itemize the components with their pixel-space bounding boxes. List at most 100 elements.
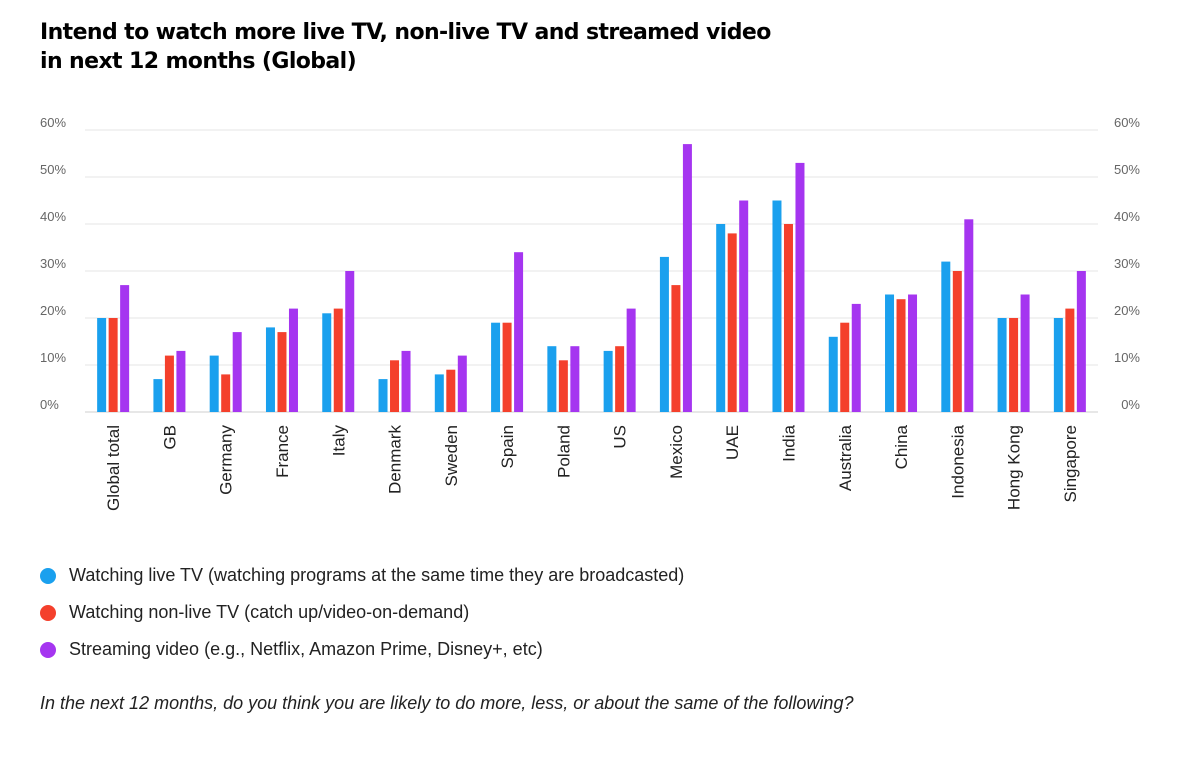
legend-swatch-streaming [40, 641, 56, 658]
y-tick-label-right: 50% [1114, 162, 1140, 177]
bar-non-live-tv [502, 322, 512, 412]
bar-non-live-tv [164, 355, 174, 412]
x-category-label: Poland [554, 425, 573, 478]
x-category-label: GB [160, 425, 179, 450]
legend-item-streaming: Streaming video (e.g., Netflix, Amazon P… [40, 636, 684, 663]
x-category-label: India [779, 424, 798, 461]
bar-streaming [232, 332, 242, 412]
y-tick-label-right: 60% [1114, 115, 1140, 130]
y-tick-label-right: 30% [1114, 256, 1140, 271]
bar-live-tv [941, 261, 951, 412]
bar-non-live-tv [615, 346, 625, 412]
bar-streaming [795, 162, 805, 412]
y-tick-label-left: 0% [40, 397, 59, 412]
bar-streaming [682, 144, 692, 412]
x-category-label: UAE [723, 425, 742, 460]
legend-label-non-live-tv: Watching non-live TV (catch up/video-on-… [69, 602, 470, 622]
bar-non-live-tv [558, 360, 568, 412]
x-category-label: Germany [217, 425, 236, 495]
x-category-label: Singapore [1061, 425, 1080, 503]
y-tick-label-right: 10% [1114, 350, 1140, 365]
legend-label-live-tv: Watching live TV (watching programs at t… [69, 565, 685, 585]
bar-streaming [401, 350, 411, 412]
bar-live-tv [322, 313, 332, 412]
bar-streaming [514, 252, 524, 412]
bar-live-tv [209, 355, 219, 412]
bar-live-tv [885, 294, 895, 412]
bar-streaming [964, 219, 974, 412]
bar-non-live-tv [783, 224, 793, 412]
bar-non-live-tv [1009, 318, 1019, 412]
x-category-label: Spain [498, 425, 517, 468]
legend-item-non-live-tv: Watching non-live TV (catch up/video-on-… [40, 599, 684, 626]
bar-streaming [345, 271, 355, 412]
bar-live-tv [97, 318, 107, 412]
bar-non-live-tv [277, 332, 287, 412]
bar-live-tv [1053, 318, 1063, 412]
y-tick-label-left: 60% [40, 115, 66, 130]
legend: Watching live TV (watching programs at t… [40, 562, 684, 673]
y-tick-label-left: 30% [40, 256, 66, 271]
x-category-label: Global total [104, 425, 123, 511]
bar-non-live-tv [840, 322, 850, 412]
bar-live-tv [434, 374, 444, 412]
x-category-label: Australia [836, 424, 855, 491]
bar-live-tv [716, 224, 726, 412]
y-tick-label-left: 40% [40, 209, 66, 224]
survey-question-note: In the next 12 months, do you think you … [40, 693, 854, 713]
x-category-label: Sweden [442, 425, 461, 486]
y-tick-label-left: 10% [40, 350, 66, 365]
bar-live-tv [491, 322, 501, 412]
bar-streaming [1020, 294, 1030, 412]
x-category-label: Indonesia [948, 424, 967, 498]
bar-streaming [176, 350, 186, 412]
bar-non-live-tv [221, 374, 231, 412]
bar-non-live-tv [671, 285, 681, 412]
bar-streaming [288, 308, 298, 412]
bar-streaming [739, 200, 749, 412]
bar-non-live-tv [896, 299, 906, 412]
bar-non-live-tv [1065, 308, 1075, 412]
bar-live-tv [659, 256, 669, 412]
legend-label-streaming: Streaming video (e.g., Netflix, Amazon P… [69, 639, 543, 659]
y-tick-label-left: 20% [40, 303, 66, 318]
bar-non-live-tv [446, 369, 456, 412]
bar-streaming [1076, 271, 1086, 412]
bar-streaming [626, 308, 636, 412]
y-tick-label-right: 40% [1114, 209, 1140, 224]
bar-non-live-tv [727, 233, 737, 412]
bar-live-tv [997, 318, 1007, 412]
bar-live-tv [153, 379, 163, 412]
bar-non-live-tv [108, 318, 118, 412]
bar-live-tv [603, 350, 613, 412]
bar-non-live-tv [333, 308, 343, 412]
bar-chart: 0% 0% 10% 10% 20% 20% 30% 30% 40% 40% 50% 50% 60% 60%… [40, 115, 1140, 511]
bar-streaming [120, 285, 130, 412]
y-tick-label-right: 0% [1121, 397, 1140, 412]
bar-streaming [851, 303, 861, 412]
bar-live-tv [547, 346, 557, 412]
chart-title: Intend to watch more live TV, non-live T… [40, 18, 940, 76]
x-category-label: Mexico [667, 425, 686, 479]
bar-non-live-tv [952, 271, 962, 412]
bar-live-tv [265, 327, 275, 412]
bar-live-tv [772, 200, 782, 412]
bar-non-live-tv [390, 360, 400, 412]
y-tick-label-left: 50% [40, 162, 66, 177]
chart-title-line-2: in next 12 months (Global) [40, 49, 357, 74]
bar-live-tv [828, 336, 838, 412]
bar-streaming [908, 294, 918, 412]
y-tick-label-right: 20% [1114, 303, 1140, 318]
bar-streaming [457, 355, 467, 412]
legend-swatch-non-live-tv [40, 604, 56, 621]
x-category-label: US [611, 425, 630, 449]
legend-item-live-tv: Watching live TV (watching programs at t… [40, 562, 684, 589]
chart-title-line-1: Intend to watch more live TV, non-live T… [40, 20, 771, 45]
bar-live-tv [378, 379, 388, 412]
legend-swatch-live-tv [40, 567, 56, 584]
x-category-label: Hong Kong [1005, 425, 1024, 510]
x-category-label: Italy [329, 425, 348, 457]
bar-streaming [570, 346, 580, 412]
x-category-label: China [892, 424, 911, 469]
x-category-label: Denmark [386, 425, 405, 494]
